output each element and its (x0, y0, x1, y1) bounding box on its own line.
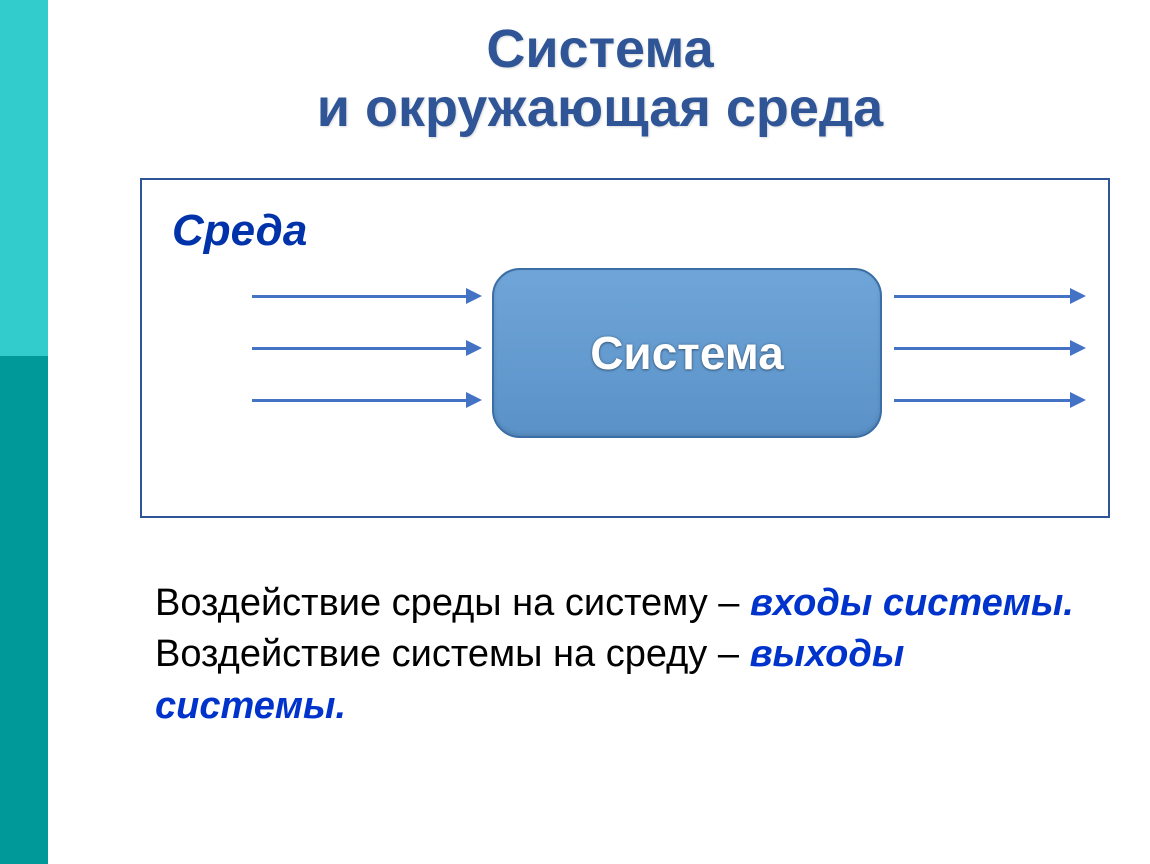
footer-text: Воздействие среды на систему – входы сис… (155, 578, 1080, 732)
environment-label: Среда (172, 206, 307, 256)
system-node: Система (492, 268, 882, 438)
title-line-2: и окружающая среда (317, 78, 883, 138)
footer-line-2: Воздействие системы на среду – выходы си… (155, 629, 1080, 732)
footer-line-1-em: входы системы. (750, 582, 1074, 624)
system-node-label: Система (590, 326, 784, 380)
diagram-environment-box: Среда Система (140, 178, 1110, 518)
slide-title: Система и окружающая среда (70, 20, 1130, 139)
title-line-1: Система (486, 19, 713, 79)
footer-line-1-plain: Воздействие среды на систему – (155, 582, 750, 624)
sidebar (0, 0, 48, 864)
sidebar-bottom (0, 356, 48, 864)
footer-line-1: Воздействие среды на систему – входы сис… (155, 578, 1080, 629)
footer-line-2-plain: Воздействие системы на среду – (155, 633, 750, 675)
sidebar-top (0, 0, 48, 356)
